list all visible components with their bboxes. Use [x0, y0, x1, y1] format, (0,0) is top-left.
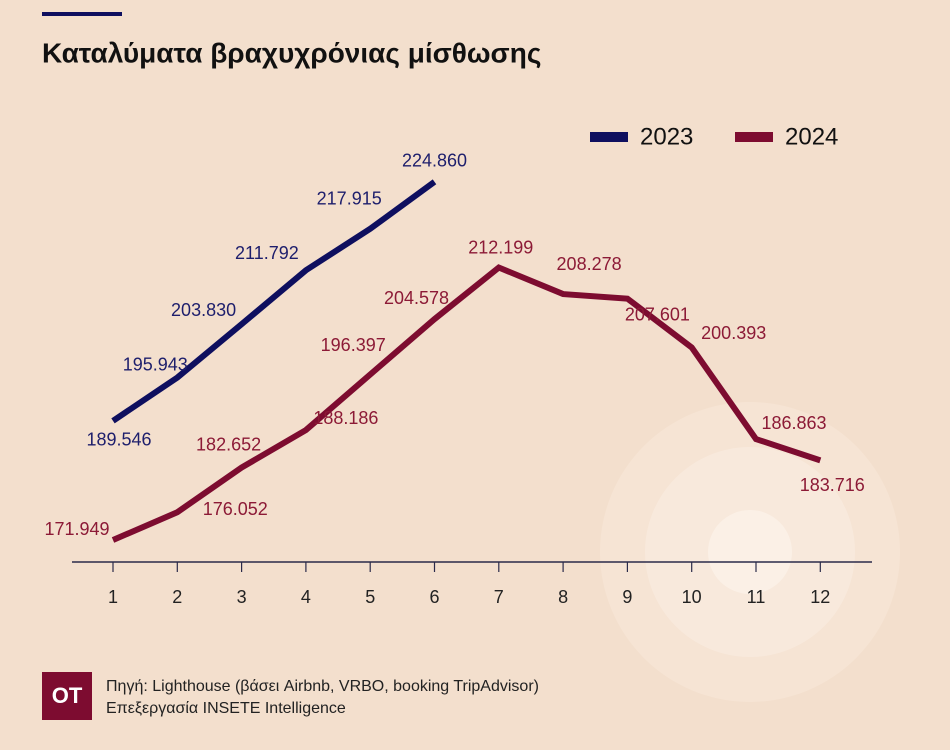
value-label: 171.949	[44, 519, 109, 539]
line-series	[111, 264, 822, 543]
x-tick-label: 5	[365, 587, 375, 607]
x-tick-label: 10	[682, 587, 702, 607]
value-label: 207.601	[625, 304, 690, 324]
value-label: 182.652	[196, 434, 261, 454]
x-tick-label: 9	[622, 587, 632, 607]
x-tick-label: 6	[429, 587, 439, 607]
value-label: 204.578	[384, 288, 449, 308]
legend-label: 2024	[785, 123, 838, 150]
x-tick-label: 3	[237, 587, 247, 607]
value-label: 189.546	[86, 430, 151, 450]
x-tick-label: 2	[172, 587, 182, 607]
value-label: 217.915	[317, 189, 382, 209]
value-label: 186.863	[761, 413, 826, 433]
value-label: 224.860	[402, 151, 467, 171]
legend-swatch	[590, 132, 628, 142]
legend-swatch	[735, 132, 773, 142]
value-label: 208.278	[557, 254, 622, 274]
logo-box	[42, 672, 92, 720]
x-tick-label: 7	[494, 587, 504, 607]
value-label: 212.199	[468, 237, 533, 257]
x-tick-label: 4	[301, 587, 311, 607]
logo: OT	[52, 683, 83, 708]
x-tick-label: 1	[108, 587, 118, 607]
top-rule	[42, 12, 122, 16]
value-label: 195.943	[123, 354, 188, 374]
line-series	[111, 179, 437, 424]
decor-circle	[708, 510, 792, 594]
value-label: 183.716	[800, 475, 865, 495]
source-text: Πηγή: Lighthouse (βάσει Airbnb, VRBO, bo…	[106, 678, 539, 695]
plot: 1 2 3 4 5 6 7 8 9 10 11 12189.546195.943203.830211.…	[44, 123, 872, 607]
x-tick-label: 12	[810, 587, 830, 607]
value-label: 188.186	[313, 408, 378, 428]
source-text: Επεξεργασία INSETE Intelligence	[106, 700, 346, 717]
chart-title: Καταλύματα βραχυχρόνιας μίσθωσης	[42, 37, 541, 68]
value-label: 203.830	[171, 300, 236, 320]
x-tick-label: 8	[558, 587, 568, 607]
value-label: 211.792	[235, 243, 299, 263]
legend-label: 2023	[640, 123, 693, 150]
value-label: 200.393	[701, 323, 766, 343]
x-tick-label: 11	[747, 587, 766, 607]
value-label: 176.052	[203, 499, 268, 519]
value-label: 196.397	[321, 335, 386, 355]
